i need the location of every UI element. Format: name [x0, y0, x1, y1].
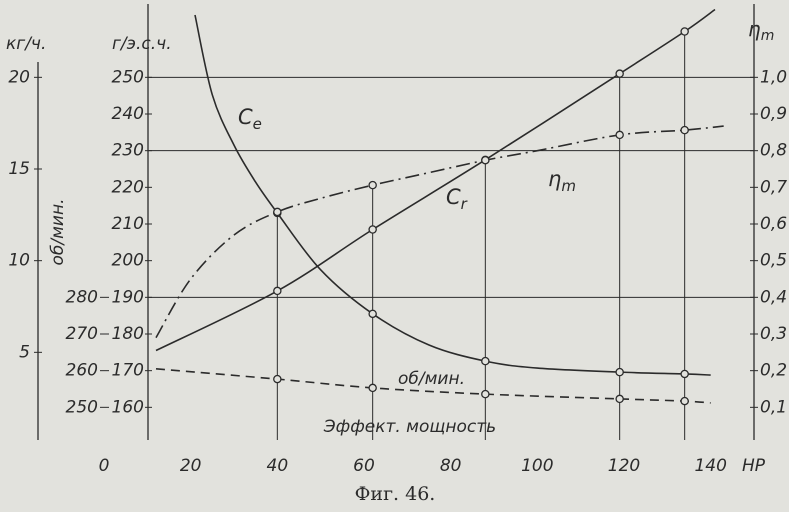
eta-tick-label: 1,0	[760, 67, 787, 87]
x-tick-label: 80	[440, 456, 462, 476]
y-tick-label: 170	[112, 361, 144, 381]
eta-tick-label: 0,9	[760, 104, 787, 124]
rpm-tick-label: 260	[66, 361, 98, 381]
eta-tick-label: 0,2	[760, 361, 787, 381]
eta-tick-label: 0,7	[760, 177, 787, 197]
series-label-sub: e	[253, 115, 262, 133]
y-tick-label: 210	[112, 214, 144, 234]
eta-tick-label: 0,8	[760, 141, 787, 161]
data-point	[273, 207, 282, 217]
y-tick-label: 200	[112, 251, 144, 271]
data-point	[368, 225, 377, 234]
kg-tick-label: 20	[8, 67, 30, 87]
rpm-tick-label: 250	[66, 397, 98, 417]
y-tick-label: 230	[112, 141, 144, 161]
data-point	[481, 389, 490, 399]
right-axis-title-sub: m	[761, 28, 775, 44]
data-point	[481, 155, 490, 165]
series-label: об/мин.	[398, 369, 465, 389]
y-tick-label: 180	[112, 324, 144, 344]
series-line	[155, 125, 724, 339]
data-point	[615, 394, 624, 404]
data-point	[680, 125, 689, 135]
eta-tick-label: 0,5	[760, 251, 787, 271]
x-tick-label: 40	[267, 456, 289, 476]
data-point	[273, 374, 282, 384]
data-point	[615, 367, 624, 377]
data-point	[680, 396, 689, 406]
kg-tick-label: 10	[8, 251, 30, 271]
caption: Фиг. 46.	[355, 483, 436, 505]
series-label-main: C	[446, 185, 461, 209]
data-point	[481, 356, 490, 366]
x-tick-label: 140	[694, 456, 726, 476]
x-unit: HP	[742, 456, 766, 476]
kg-axis-title: кг/ч.	[6, 34, 46, 54]
y-tick-label: 240	[112, 104, 144, 124]
data-point	[273, 286, 282, 296]
y-tick-label: 250	[112, 67, 144, 87]
series-line	[155, 8, 716, 352]
data-point	[680, 369, 689, 379]
eta-tick-label: 0,1	[760, 397, 787, 417]
data-point	[615, 130, 624, 140]
rpm-axis-title: об/мин.	[48, 198, 68, 265]
series-label: ηm	[548, 167, 576, 195]
rpm-tick-label: 280	[66, 287, 98, 307]
data-point	[368, 180, 377, 190]
series-label: Cr	[446, 185, 468, 213]
rpm-tick-label: 270	[66, 324, 98, 344]
x-tick-label: 0	[99, 456, 110, 476]
kg-tick-label: 5	[19, 342, 30, 362]
eta-tick-label: 0,6	[760, 214, 787, 234]
data-point	[615, 69, 624, 78]
y-tick-label: 220	[112, 177, 144, 197]
x-tick-label: 60	[353, 456, 375, 476]
kg-tick-label: 15	[8, 159, 30, 179]
x-tick-label: 20	[180, 456, 202, 476]
right-axis-title: ηm	[748, 17, 774, 45]
series-line	[155, 368, 711, 404]
y-tick-label: 160	[112, 397, 144, 417]
x-axis-title: Эффект. мощность	[323, 417, 496, 437]
series-label-main: C	[238, 105, 253, 129]
data-point	[680, 27, 689, 36]
left-axis-title: г/э.с.ч.	[112, 34, 172, 54]
eta-tick-label: 0,3	[760, 324, 787, 344]
eta-tick-label: 0,4	[760, 287, 787, 307]
series-label-main: η	[548, 167, 561, 191]
data-point	[368, 383, 377, 393]
series-label-main: об/мин.	[398, 369, 465, 389]
x-tick-label: 120	[608, 456, 640, 476]
y-tick-label: 190	[112, 287, 144, 307]
series-label: Ce	[238, 105, 262, 133]
series-label-sub: m	[561, 177, 576, 195]
data-point	[368, 309, 377, 319]
series-label-sub: r	[461, 195, 468, 213]
right-axis-title-main: η	[748, 17, 761, 41]
x-tick-label: 100	[521, 456, 553, 476]
